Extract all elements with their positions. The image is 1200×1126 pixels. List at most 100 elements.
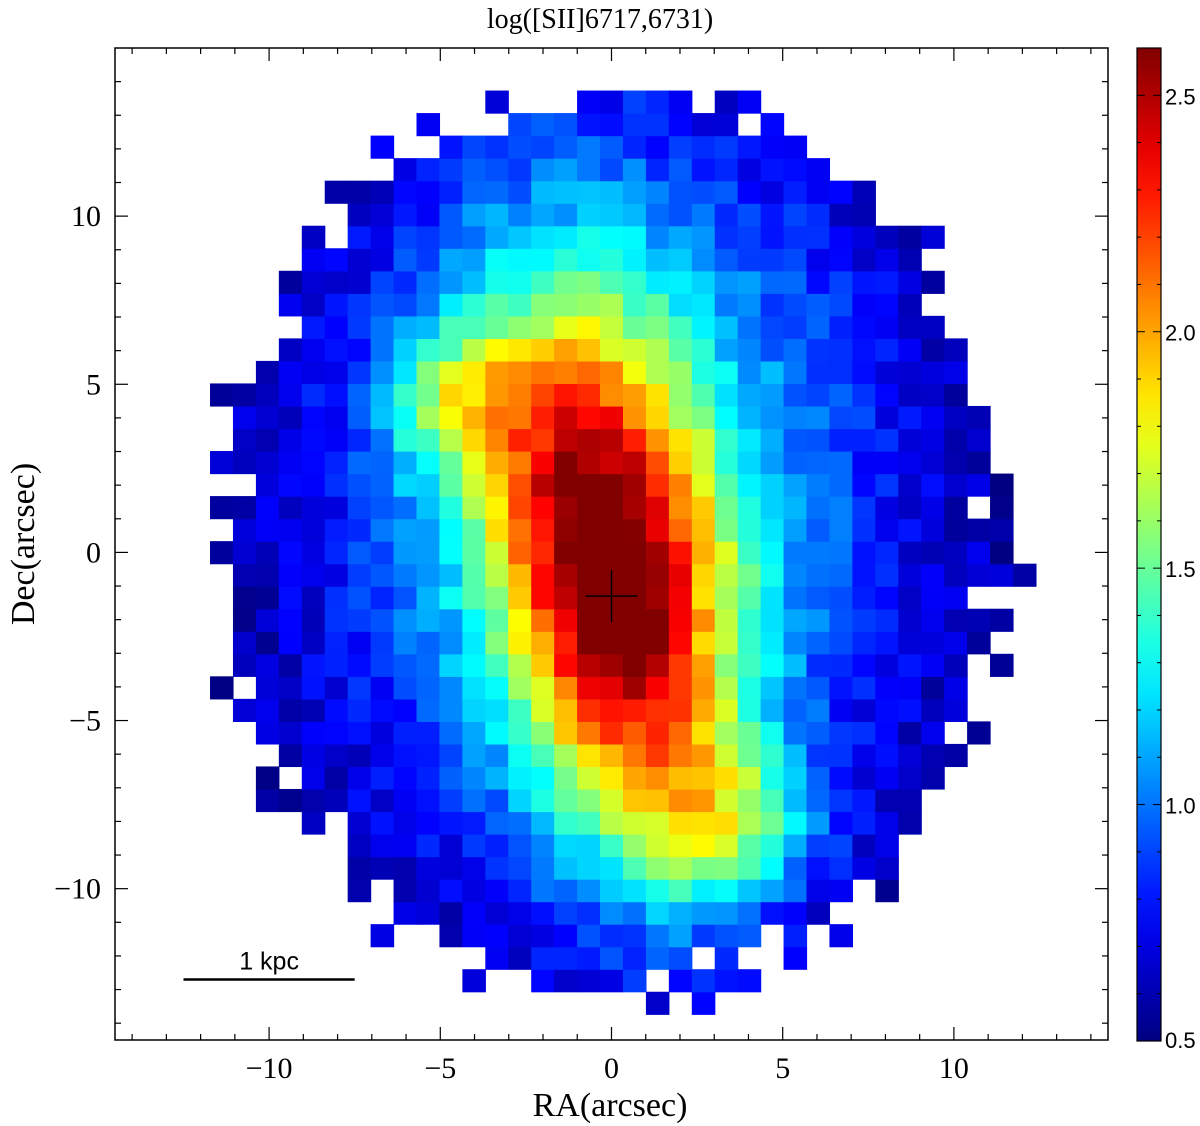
map-pixel	[668, 653, 693, 677]
map-pixel	[370, 788, 395, 813]
map-pixel	[393, 743, 418, 768]
map-pixel	[714, 788, 739, 813]
map-pixel	[485, 924, 509, 948]
map-pixel	[806, 901, 831, 925]
map-pixel	[875, 360, 899, 385]
map-pixel	[370, 856, 395, 880]
map-pixel	[645, 856, 670, 880]
map-pixel	[301, 586, 326, 610]
map-pixel	[783, 856, 808, 880]
map-pixel	[898, 608, 922, 632]
map-pixel	[714, 293, 739, 317]
map-pixel	[691, 653, 716, 677]
map-pixel	[508, 473, 532, 497]
map-pixel	[967, 721, 991, 745]
map-pixel	[691, 969, 716, 993]
map-pixel	[668, 203, 693, 227]
map-pixel	[875, 698, 899, 722]
map-pixel	[760, 541, 785, 565]
map-pixel	[416, 248, 441, 272]
map-pixel	[462, 360, 486, 385]
map-pixel	[554, 225, 578, 249]
map-pixel	[898, 586, 922, 610]
map-pixel	[508, 698, 532, 722]
map-pixel	[622, 721, 647, 745]
map-pixel	[554, 721, 578, 745]
map-pixel	[324, 586, 349, 610]
map-pixel	[691, 338, 716, 362]
map-pixel	[347, 360, 372, 385]
map-pixel	[439, 518, 463, 542]
map-pixel	[462, 158, 486, 182]
map-pixel	[691, 473, 716, 497]
map-pixel	[255, 788, 280, 813]
map-pixel	[347, 631, 372, 655]
map-pixel	[554, 496, 578, 520]
map-pixel	[324, 360, 349, 385]
map-pixel	[737, 496, 762, 520]
map-pixel	[622, 360, 647, 385]
map-pixel	[622, 901, 647, 925]
map-pixel	[737, 586, 762, 610]
map-pixel	[714, 270, 739, 294]
map-pixel	[898, 676, 922, 700]
map-pixel	[714, 924, 739, 948]
map-pixel	[485, 270, 509, 294]
map-pixel	[416, 293, 441, 317]
map-pixel	[347, 879, 372, 903]
map-pixel	[783, 180, 808, 204]
map-pixel	[967, 451, 991, 475]
map-pixel	[462, 428, 486, 452]
map-pixel	[714, 203, 739, 227]
map-pixel	[255, 405, 280, 430]
map-pixel	[875, 856, 899, 880]
map-pixel	[210, 451, 234, 475]
map-pixel	[577, 405, 601, 430]
map-pixel	[301, 383, 326, 407]
map-pixel	[554, 158, 578, 182]
map-pixel	[485, 315, 509, 339]
map-pixel	[875, 541, 899, 565]
map-pixel	[737, 338, 762, 362]
map-pixel	[462, 180, 486, 204]
map-pixel	[600, 901, 624, 925]
map-pixel	[691, 631, 716, 655]
map-pixel	[622, 428, 647, 452]
map-pixel	[829, 743, 853, 768]
map-pixel	[714, 90, 739, 114]
map-pixel	[714, 743, 739, 768]
map-pixel	[783, 788, 808, 813]
map-pixel	[829, 788, 853, 813]
map-pixel	[783, 293, 808, 317]
map-pixel	[875, 811, 899, 835]
map-pixel	[324, 698, 349, 722]
scale-bar-label: 1 kpc	[239, 947, 299, 975]
map-pixel	[393, 608, 418, 632]
map-pixel	[554, 315, 578, 339]
map-pixel	[622, 676, 647, 700]
map-pixel	[806, 383, 831, 407]
map-pixel	[347, 563, 372, 587]
map-pixel	[370, 496, 395, 520]
map-pixel	[668, 631, 693, 655]
map-pixel	[370, 293, 395, 317]
map-pixel	[508, 203, 532, 227]
map-pixel	[875, 879, 899, 903]
map-pixel	[531, 676, 555, 700]
map-pixel	[577, 270, 601, 294]
map-pixel	[439, 856, 463, 880]
map-pixel	[691, 248, 716, 272]
map-pixel	[324, 180, 349, 204]
map-pixel	[508, 743, 532, 768]
map-pixel	[347, 496, 372, 520]
map-pixel	[439, 879, 463, 903]
map-pixel	[462, 541, 486, 565]
map-pixel	[554, 676, 578, 700]
map-pixel	[439, 270, 463, 294]
map-pixel	[301, 743, 326, 768]
map-pixel	[760, 834, 785, 858]
map-pixel	[462, 473, 486, 497]
map-pixel	[691, 856, 716, 880]
map-pixel	[737, 315, 762, 339]
map-pixel	[737, 698, 762, 722]
